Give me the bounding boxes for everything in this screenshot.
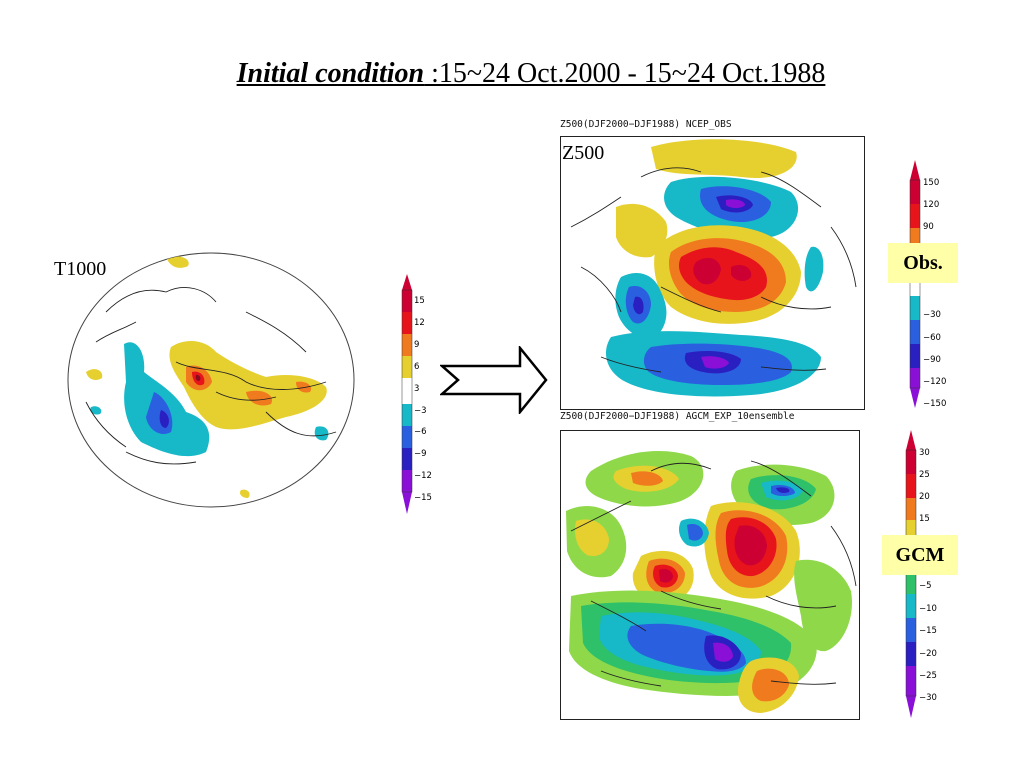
tick: −12 — [414, 471, 432, 482]
tick: −150 — [923, 399, 947, 409]
tick: −15 — [919, 626, 937, 636]
tick: −3 — [414, 405, 427, 416]
tick: −5 — [919, 581, 932, 591]
obs-map — [560, 136, 865, 410]
tick: 90 — [923, 222, 934, 232]
tick: 150 — [923, 178, 940, 188]
tick: 9 — [414, 339, 420, 350]
t1000-map — [66, 252, 356, 512]
obs-colorbar: 150 120 90 −30 −60 −90 −120 −150 — [906, 158, 956, 410]
t1000-colorbar: 15 12 9 6 3 −3 −6 −9 −12 −15 — [398, 272, 438, 517]
gcm-tag: GCM — [882, 535, 958, 575]
gcm-map — [560, 430, 860, 720]
tick: 30 — [919, 448, 930, 458]
tick: −20 — [919, 649, 937, 659]
tick: 120 — [923, 200, 940, 210]
z500-label: Z500 — [562, 142, 605, 164]
obs-tag: Obs. — [888, 243, 958, 283]
tick: −9 — [414, 449, 427, 460]
tick: 12 — [414, 317, 425, 328]
tick: −10 — [919, 604, 937, 614]
tick: 25 — [919, 470, 930, 480]
tick: −30 — [923, 310, 941, 320]
tick: 15 — [414, 296, 425, 306]
tick: −120 — [923, 377, 947, 387]
tick: 15 — [919, 514, 930, 524]
gcm-caption: Z500(DJF2000−DJF1988) AGCM_EXP_10ensembl… — [560, 411, 795, 422]
right-arrow-icon — [440, 346, 550, 414]
slide-title: Initial condition :15~24 Oct.2000 - 15~2… — [0, 58, 1024, 90]
t1000-label: T1000 — [54, 258, 107, 280]
tick: 6 — [414, 361, 420, 372]
tick: −60 — [923, 333, 941, 343]
obs-caption: Z500(DJF2000−DJF1988) NCEP_OBS — [560, 119, 732, 130]
t1000-colorbar-ticks: 15 12 9 6 3 −3 −6 −9 −12 −15 — [414, 291, 432, 510]
tick: 20 — [919, 492, 930, 502]
tick: −90 — [923, 355, 941, 365]
title-emphasis: Initial condition — [236, 58, 425, 89]
tick: −30 — [919, 693, 937, 703]
title-date-range: :15~24 Oct.2000 - 15~24 Oct.1988 — [424, 58, 826, 89]
tick: −15 — [414, 493, 432, 504]
tick: −6 — [414, 427, 427, 438]
tick: 3 — [414, 383, 420, 394]
tick: −25 — [919, 671, 937, 681]
